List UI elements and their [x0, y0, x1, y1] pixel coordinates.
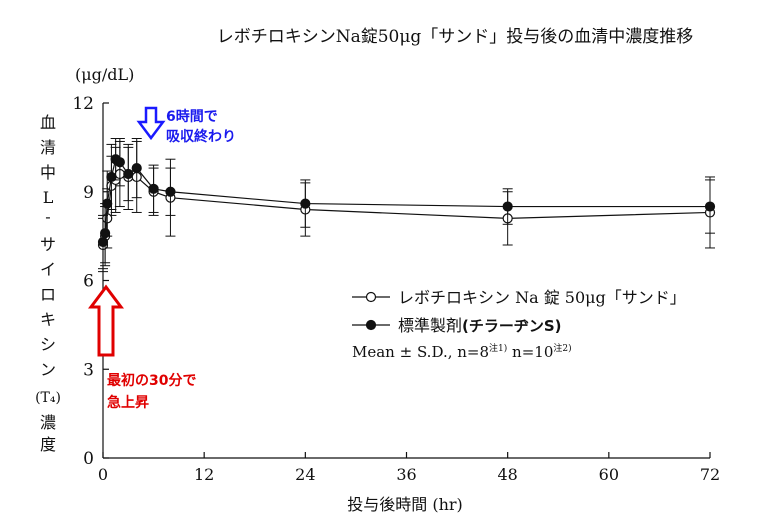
- x-tick-label: 12: [194, 465, 214, 484]
- legend-label-series-2-prefix: 標準製剤: [398, 316, 462, 335]
- data-point: [97, 236, 109, 248]
- legend-marker-series-2: [365, 319, 377, 331]
- x-tick-label: 72: [700, 465, 720, 484]
- y-tick-label: 9: [83, 183, 94, 203]
- y-axis-label-char: -: [45, 207, 50, 226]
- y-axis-label-char: ロ: [40, 285, 56, 304]
- stats-note-mid: n=10: [507, 343, 553, 361]
- legend-stats-note: Mean ± S.D., n=8注1) n=10注2): [352, 342, 572, 361]
- annotation-blue-line-1: 6時間で: [166, 108, 218, 125]
- series-layer: [97, 138, 716, 273]
- chart-title: レボチロキシンNa錠50μg「サンド」投与後の血清中濃度推移: [217, 27, 694, 47]
- legend-marker-series-1: [365, 291, 377, 303]
- data-point: [300, 198, 311, 209]
- y-axis-label-char: (T₄): [35, 390, 61, 406]
- annotation-absorption-end: 6時間で 吸収終わり: [136, 106, 236, 145]
- series-line: [102, 173, 711, 246]
- y-axis-label-char: 度: [40, 435, 56, 454]
- x-axis-label: 投与後時間 (hr): [347, 495, 463, 514]
- data-point: [106, 171, 117, 183]
- data-point: [131, 162, 142, 174]
- y-axis-label-char: L: [43, 188, 54, 207]
- series-line: [102, 158, 710, 243]
- x-tick-label: 0: [98, 465, 108, 484]
- x-tick-label: 24: [295, 465, 315, 484]
- y-tick-label: 12: [72, 94, 94, 114]
- legend: レボチロキシン Na 錠 50μg「サンド」 標準製剤(チラーヂンS) Mean…: [352, 288, 686, 361]
- blue-down-arrow-icon: [136, 106, 166, 141]
- y-axis-label-char: キ: [40, 310, 56, 329]
- y-axis-label-char: 中: [40, 163, 56, 182]
- y-axis-label-char: シ: [40, 335, 56, 354]
- stats-note-sup-1: 注1): [489, 342, 507, 354]
- y-axis-label-char: 清: [40, 138, 56, 157]
- stats-note-main: Mean ± S.D., n=8: [352, 343, 489, 361]
- red-up-arrow-icon: [88, 284, 124, 357]
- y-axis-label-char: サ: [40, 235, 56, 254]
- y-tick-label: 6: [83, 272, 94, 292]
- annotation-red-line-1: 最初の30分で: [107, 372, 196, 389]
- annotation-red-line-2: 急上昇: [107, 394, 149, 411]
- data-point: [114, 157, 125, 168]
- y-axis-label-char: 血: [40, 113, 56, 132]
- y-ticks: 0 3 6 9 12: [72, 94, 109, 469]
- series-2: [97, 138, 716, 270]
- x-ticks: 0 12 24 36 48 60 72: [98, 452, 720, 484]
- data-point: [704, 201, 716, 212]
- y-axis-label-char: 濃: [40, 413, 56, 432]
- annotation-initial-rise: 最初の30分で 急上昇: [88, 284, 196, 411]
- stats-note-sup-2: 注2): [553, 342, 571, 354]
- data-point: [502, 201, 513, 212]
- annotation-blue-line-2: 吸収終わり: [166, 128, 236, 145]
- legend-label-series-1: レボチロキシン Na 錠 50μg「サンド」: [398, 288, 686, 307]
- y-tick-label: 0: [83, 449, 94, 469]
- data-point: [165, 186, 176, 197]
- x-tick-label: 60: [599, 465, 619, 484]
- data-point: [123, 168, 134, 180]
- data-point: [102, 198, 113, 209]
- y-unit-label: (μg/dL): [75, 65, 134, 84]
- data-point: [148, 183, 159, 194]
- x-tick-label: 48: [497, 465, 517, 484]
- data-point: [100, 228, 111, 239]
- legend-label-series-2: 標準製剤(チラーヂンS): [398, 316, 562, 335]
- legend-label-series-2-bold: (チラーヂンS): [462, 317, 562, 335]
- y-axis-label-char: イ: [40, 260, 56, 279]
- x-tick-label: 36: [396, 465, 416, 484]
- y-axis-label-char: ン: [40, 360, 56, 379]
- y-tick-label: 3: [83, 360, 94, 380]
